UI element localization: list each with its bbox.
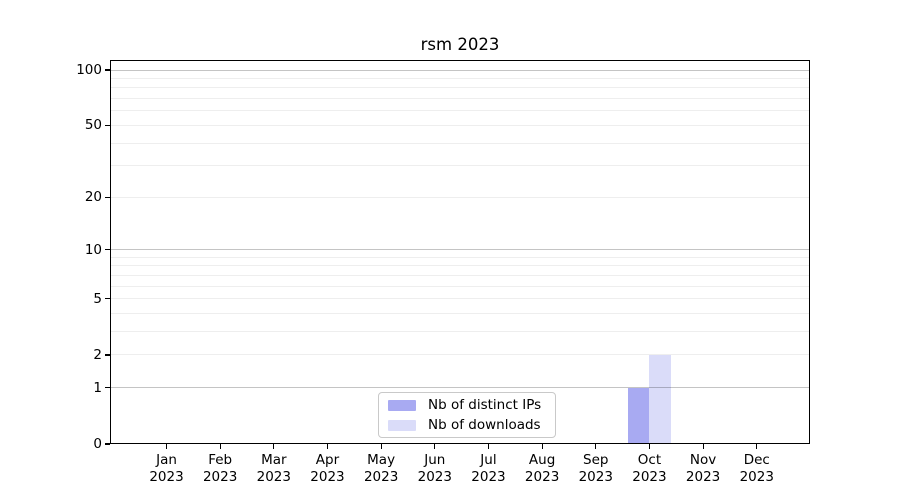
x-axis-tick: [595, 444, 597, 449]
x-tick-label: Apr 2023: [287, 452, 367, 485]
x-tick-label-year: 2023: [632, 468, 667, 485]
legend-label: Nb of downloads: [428, 417, 541, 433]
x-axis-tick: [702, 444, 704, 449]
x-axis-tick: [326, 444, 329, 449]
x-axis-tick: [487, 444, 490, 449]
minor-gridline: [110, 77, 810, 79]
y-tick-label: 20: [84, 189, 102, 206]
bar-distinct-ips: [627, 387, 650, 444]
x-tick-label: Jun 2023: [395, 452, 475, 485]
chart-title: rsm 2023: [420, 35, 500, 54]
minor-gridline: [110, 354, 810, 356]
x-tick-label-month: Feb: [208, 452, 233, 468]
x-axis-tick: [756, 444, 758, 449]
legend-label: Nb of distinct IPs: [428, 397, 542, 413]
x-axis-tick: [648, 444, 651, 449]
legend-entry: Nb of distinct IPs: [388, 396, 546, 414]
x-tick-label-month: Jan: [156, 452, 177, 468]
y-tick-label: 100: [76, 62, 102, 78]
x-tick-label-year: 2023: [524, 468, 560, 485]
y-tick-label: 50: [84, 117, 102, 134]
x-tick-label-month: Dec: [743, 452, 770, 468]
x-tick-label-month: Jun: [424, 452, 446, 468]
minor-gridline: [110, 98, 810, 100]
minor-gridline: [110, 256, 810, 258]
x-tick-label-month: Oct: [637, 452, 662, 468]
x-tick-label-year: 2023: [685, 468, 721, 485]
x-tick-label-month: Jul: [480, 452, 497, 468]
major-gridline: [110, 249, 810, 251]
x-axis-tick: [273, 444, 275, 449]
x-tick-label: Sep 2023: [556, 452, 636, 485]
major-gridline: [110, 387, 810, 389]
x-axis-tick: [165, 444, 168, 449]
x-tick-label: Dec 2023: [717, 452, 797, 485]
major-gridline: [110, 69, 810, 71]
minor-gridline: [110, 298, 810, 300]
y-axis-tick: [105, 196, 110, 198]
legend: Nb of distinct IPs Nb of downloads: [378, 392, 556, 438]
minor-gridline: [110, 87, 810, 89]
x-tick-label-month: Apr: [315, 452, 340, 468]
minor-gridline: [110, 331, 810, 333]
y-tick-label: 10: [84, 241, 102, 258]
x-tick-label: Oct 2023: [609, 452, 689, 485]
y-axis-tick: [105, 354, 110, 356]
x-tick-label: May 2023: [341, 452, 421, 485]
x-tick-label: Feb 2023: [180, 452, 260, 485]
y-axis-tick: [105, 387, 110, 389]
legend-entry: Nb of downloads: [388, 416, 546, 434]
minor-gridline: [110, 110, 810, 112]
y-tick-label: 0: [93, 436, 102, 452]
minor-gridline: [110, 274, 810, 276]
x-tick-label-year: 2023: [417, 468, 452, 485]
y-axis-tick: [105, 69, 110, 71]
x-tick-label-month: Sep: [583, 452, 609, 468]
x-tick-label: Jan 2023: [127, 452, 207, 485]
x-tick-label: Mar 2023: [234, 452, 314, 485]
x-tick-label-year: 2023: [202, 468, 238, 485]
x-tick-label-year: 2023: [578, 468, 613, 485]
minor-gridline: [110, 285, 810, 287]
x-axis-tick: [219, 444, 221, 449]
y-tick-label: 2: [93, 346, 102, 363]
x-tick-label-year: 2023: [471, 468, 506, 485]
x-tick-label-year: 2023: [739, 468, 774, 485]
x-axis-tick: [541, 444, 543, 449]
y-tick-label: 5: [93, 290, 102, 307]
y-tick-label: 1: [93, 379, 102, 396]
x-tick-label-year: 2023: [363, 468, 399, 485]
plot-area: [110, 60, 810, 444]
x-axis-tick: [380, 444, 382, 449]
y-axis-tick: [105, 298, 110, 300]
minor-gridline: [110, 265, 810, 267]
x-tick-label: Aug 2023: [502, 452, 582, 485]
y-axis-tick: [105, 443, 110, 445]
x-tick-label-year: 2023: [256, 468, 291, 485]
x-tick-label: Nov 2023: [663, 452, 743, 485]
x-tick-label-year: 2023: [149, 468, 184, 485]
minor-gridline: [110, 124, 810, 126]
x-tick-label: Jul 2023: [448, 452, 528, 485]
x-tick-label-month: Aug: [528, 452, 556, 468]
y-axis-tick: [105, 249, 110, 251]
x-tick-label-month: May: [367, 452, 396, 468]
minor-gridline: [110, 165, 810, 167]
x-tick-label-year: 2023: [310, 468, 345, 485]
x-tick-label-month: Nov: [689, 452, 717, 468]
minor-gridline: [110, 313, 810, 315]
x-axis-tick: [434, 444, 436, 449]
bar-downloads: [649, 354, 671, 444]
x-tick-label-month: Mar: [261, 452, 287, 468]
legend-swatch-downloads: [388, 419, 416, 431]
minor-gridline: [110, 196, 810, 198]
minor-gridline: [110, 142, 810, 144]
legend-swatch-distinct-ips: [388, 399, 416, 411]
y-axis-tick: [105, 124, 110, 126]
